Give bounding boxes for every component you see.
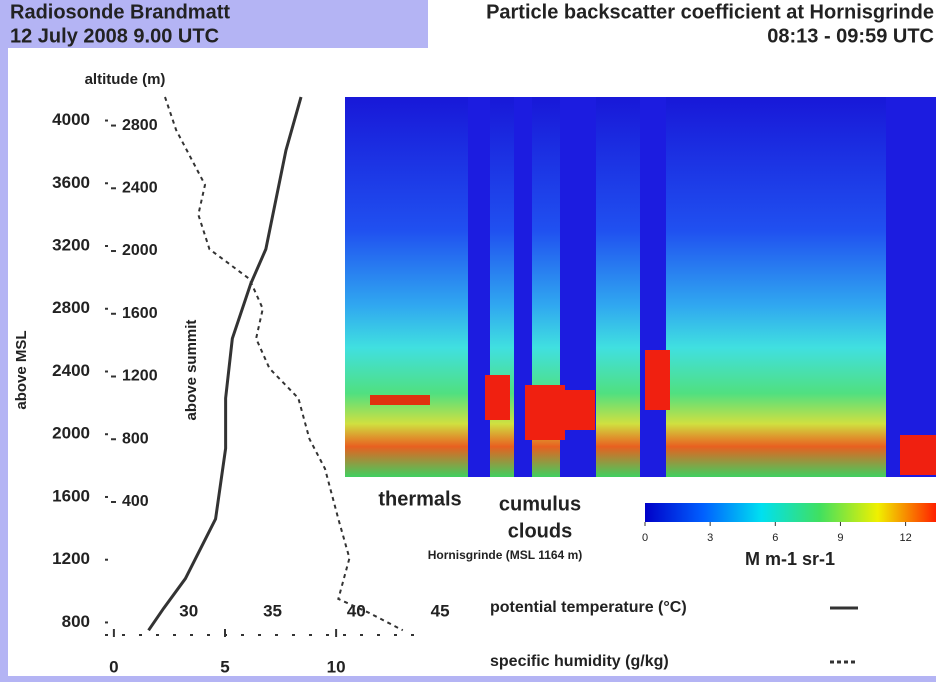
y-tick-label: 2800 xyxy=(52,298,90,317)
y-tick-label: 3600 xyxy=(52,173,90,192)
x-tick-label: 0 xyxy=(109,657,118,676)
y-tick-label: 1600 xyxy=(52,486,90,505)
y2-tick-label: 800 xyxy=(122,430,149,447)
annotation: Hornisgrinde (MSL 1164 m) xyxy=(428,548,582,562)
x-tick-label: 5 xyxy=(220,657,229,676)
colorbar-label: M m-1 sr-1 xyxy=(745,549,835,569)
legend-label: potential temperature (°C) xyxy=(490,599,687,616)
y-axis-title: altitude (m) xyxy=(85,71,166,88)
x2-tick-label: 35 xyxy=(263,601,282,620)
title-band xyxy=(8,0,428,48)
y-tick-label: 3200 xyxy=(52,235,90,254)
y-tick-label: 2400 xyxy=(52,361,90,380)
y2-tick-label: 1200 xyxy=(122,368,158,385)
colorbar-tick-label: 6 xyxy=(772,532,778,544)
y2-tick-label: 2800 xyxy=(122,117,158,134)
y2-tick-label: 400 xyxy=(122,493,149,510)
x2-tick-label: 40 xyxy=(347,601,366,620)
y2-tick-label: 2000 xyxy=(122,242,158,259)
x-tick-label: 10 xyxy=(327,657,346,676)
lidar-image xyxy=(345,97,936,477)
colorbar xyxy=(645,503,936,522)
profile-line xyxy=(147,96,303,632)
colorbar-tick-label: 9 xyxy=(837,532,843,544)
colorbar-tick-label: 12 xyxy=(899,532,911,544)
legend-label: specific humidity (g/kg) xyxy=(490,653,669,670)
chart-title: Particle backscatter coefficient at Horn… xyxy=(486,1,934,23)
y-tick-label: 800 xyxy=(62,612,90,631)
y-tick-label: 1200 xyxy=(52,549,90,568)
y-tick-label: 4000 xyxy=(52,110,90,129)
colorbar-tick-label: 3 xyxy=(707,532,713,544)
annotation: cumulus xyxy=(499,493,581,515)
annotation: clouds xyxy=(508,520,572,542)
chart-subtitle: 12 July 2008 9.00 UTC xyxy=(10,25,219,47)
chart-subtitle: 08:13 - 09:59 UTC xyxy=(767,25,934,47)
chart-title: Radiosonde Brandmatt xyxy=(10,1,230,23)
annotation: thermals xyxy=(378,488,461,510)
y-tick-label: 2000 xyxy=(52,424,90,443)
x2-tick-label: 30 xyxy=(179,601,198,620)
y2-tick-label: 1600 xyxy=(122,305,158,322)
y2-axis-title: above summit xyxy=(183,320,200,421)
y-axis-title: above MSL xyxy=(13,330,30,409)
y2-tick-label: 2400 xyxy=(122,180,158,197)
colorbar-tick-label: 0 xyxy=(642,532,648,544)
x2-tick-label: 45 xyxy=(431,601,450,620)
